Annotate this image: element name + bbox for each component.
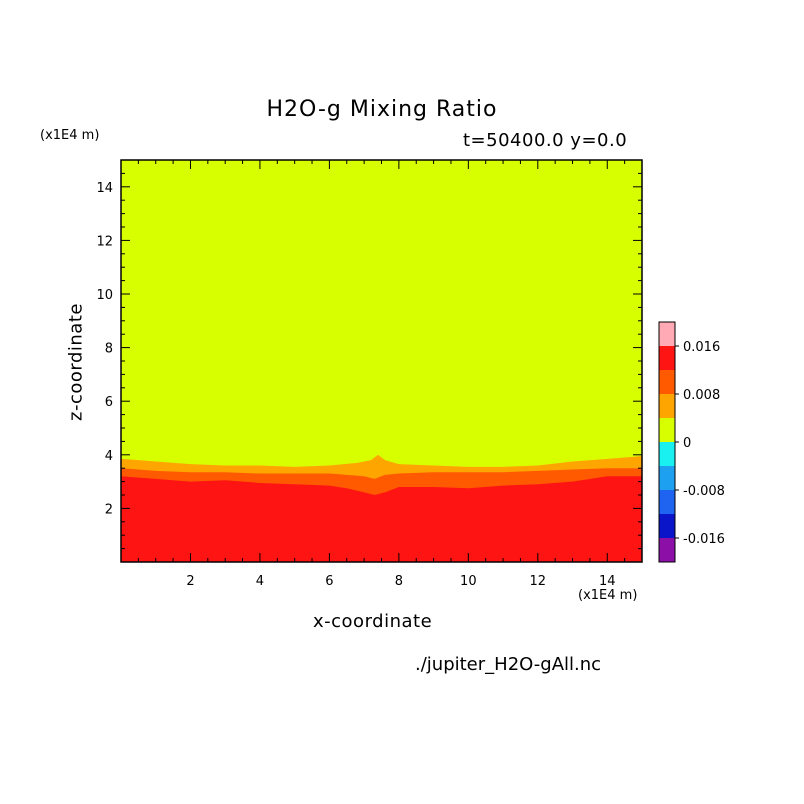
colorbar-tick-label: -0.016 (683, 532, 725, 547)
y-tick-label: 4 (105, 449, 113, 464)
y-tick-label: 6 (105, 395, 113, 410)
source-file-label: ./jupiter_H2O-gAll.nc (415, 654, 602, 675)
colorbar-swatch (659, 514, 675, 538)
x-tick-label: 4 (256, 574, 264, 589)
colorbar-tick-label: 0 (683, 436, 691, 451)
colorbar-swatch (659, 490, 675, 514)
colorbar-tick-label: 0.008 (683, 388, 720, 403)
axes: 2 4 6 8 10 12 14 2 4 6 8 10 12 14 (96, 159, 643, 589)
chart-subtitle: t=50400.0 y=0.0 (463, 130, 628, 151)
plot-area (121, 160, 642, 562)
colorbar-swatch (659, 418, 675, 442)
y-tick-label: 8 (105, 342, 113, 357)
colorbar-swatch (659, 346, 675, 370)
y-tick-label: 12 (96, 234, 113, 249)
colorbar-swatch (659, 442, 675, 466)
y-tick-label: 14 (96, 181, 113, 196)
x-tick-label: 8 (395, 574, 403, 589)
x-tick-label: 12 (530, 574, 547, 589)
x-axis-unit: (x1E4 m) (578, 588, 638, 603)
colorbar-swatch (659, 394, 675, 418)
colorbar-swatch (659, 370, 675, 394)
x-tick-label: 10 (460, 574, 477, 589)
colorbar: -0.016 -0.008 0 0.008 0.016 (658, 321, 725, 563)
colorbar-tick-label: -0.008 (683, 484, 725, 499)
y-tick-label: 10 (96, 288, 113, 303)
x-tick-label: 2 (186, 574, 194, 589)
colorbar-tick-label: 0.016 (683, 340, 720, 355)
colorbar-swatch (659, 322, 675, 346)
x-tick-label: 14 (599, 574, 616, 589)
x-tick-label: 6 (325, 574, 333, 589)
y-tick-label: 2 (105, 502, 113, 517)
colorbar-swatch (659, 466, 675, 490)
chart-title: H2O-g Mixing Ratio (266, 97, 498, 122)
y-axis-unit: (x1E4 m) (40, 128, 100, 143)
x-axis-label: x-coordinate (313, 611, 433, 632)
colorbar-swatch (659, 538, 675, 562)
contour-band-0 (121, 476, 642, 562)
